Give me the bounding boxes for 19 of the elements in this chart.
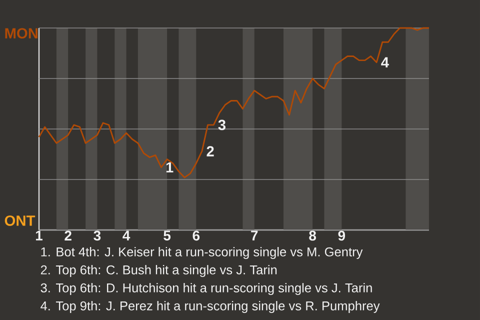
annotation: 1 — [166, 162, 174, 172]
text: 2. Top 6th: C. Bush hit a single vs J. Tarin — [40, 265, 277, 277]
x-tick-label: 3 — [94, 230, 101, 241]
ref-line-label: ONT — [4, 215, 36, 226]
x-tick-label: 5 — [164, 230, 171, 240]
annotation: 2 — [206, 146, 214, 156]
x-tick-label: 4 — [122, 230, 130, 240]
x-tick-label: 9 — [338, 230, 346, 241]
text: 3. Top 6th: D. Hutchison hit a run-scoring single vs J. Tarin — [40, 283, 372, 295]
text: 1. Bot 4th: J. Keiser hit a run-scoring single vs M. Gentry — [41, 247, 363, 259]
ref-line-label: MON — [5, 28, 38, 39]
annotation: 3 — [218, 120, 226, 130]
x-tick-label: 2 — [64, 230, 72, 240]
x-tick-label: 8 — [309, 230, 316, 241]
annotation: 4 — [381, 57, 389, 68]
x-tick-label: 7 — [251, 230, 258, 240]
x-tick-label: 6 — [192, 230, 200, 241]
text: 4. Top 9th: J. Perez hit a run-scoring single vs R. Pumphrey — [40, 301, 380, 313]
x-tick-label: 1 — [36, 230, 42, 240]
